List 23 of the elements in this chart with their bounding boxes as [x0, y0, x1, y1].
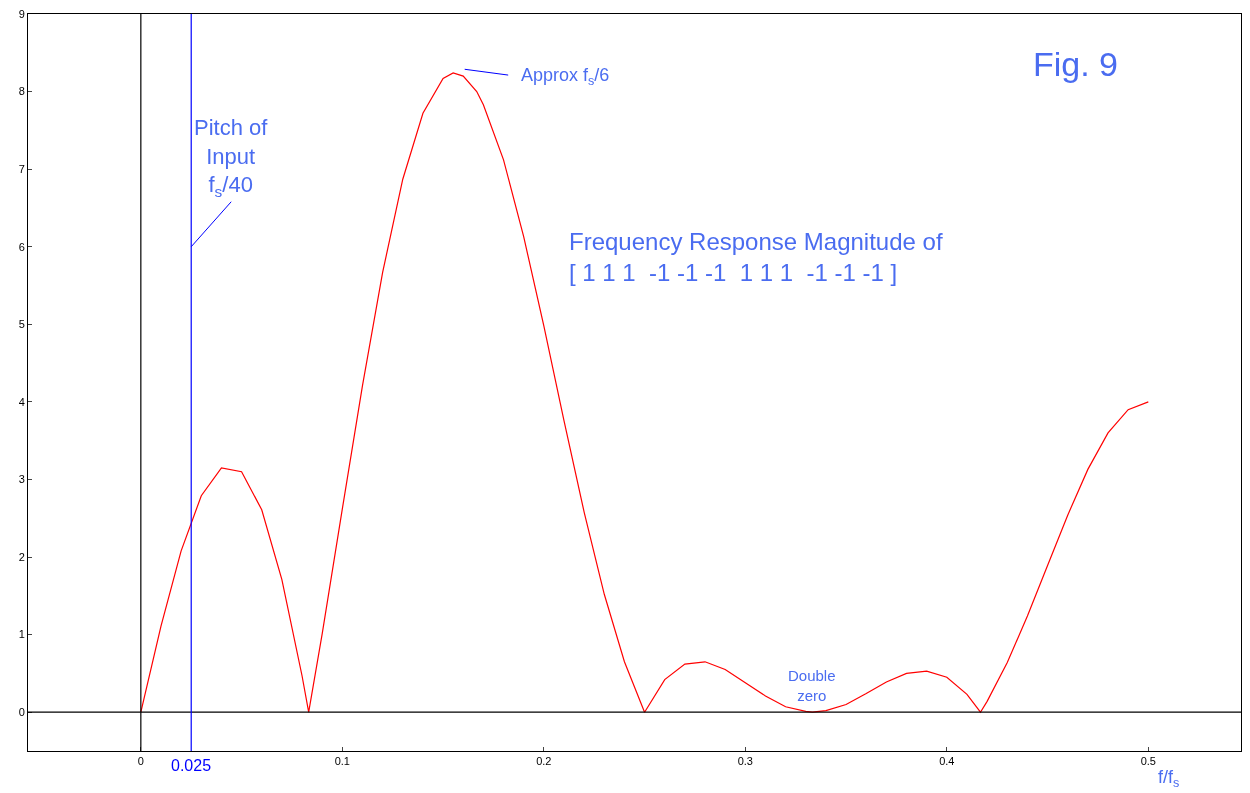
y-tick-label: 2: [18, 550, 25, 563]
y-tick-label: 3: [18, 473, 25, 486]
y-tick-label: 0: [18, 706, 25, 719]
y-tick-label: 6: [18, 240, 25, 253]
x-tick-label: 0: [137, 755, 144, 768]
y-tick-label: 8: [18, 85, 25, 98]
annotation: Frequency Response Magnitude of [ 1 1 1 -1 -1 -1 1 1 1 -1 -1 -1 ]: [569, 228, 943, 287]
y-tick-label: 5: [18, 318, 25, 331]
text: Fig. 9: [1033, 45, 1119, 83]
y-tick-label: 4: [18, 395, 25, 408]
annotation: Pitch of Input f$_{s}$/40: [194, 115, 269, 200]
x-tick-label: 0.2: [536, 755, 552, 768]
ref-line-label: 0.025: [171, 757, 212, 774]
x-axis-title: f/f$_{s}$: [1158, 767, 1180, 790]
annotation: Double zero: [788, 667, 836, 704]
annotation: Approx f$_{s}$/6: [521, 65, 610, 88]
y-tick-label: 1: [18, 628, 25, 641]
y-tick-label: 7: [18, 163, 25, 176]
x-tick-label: 0.1: [334, 755, 350, 768]
y-tick-label: 9: [18, 7, 25, 20]
x-tick-label: 0.4: [939, 755, 955, 768]
x-tick-label: 0.3: [737, 755, 753, 768]
x-tick-label: 0.5: [1140, 755, 1156, 768]
